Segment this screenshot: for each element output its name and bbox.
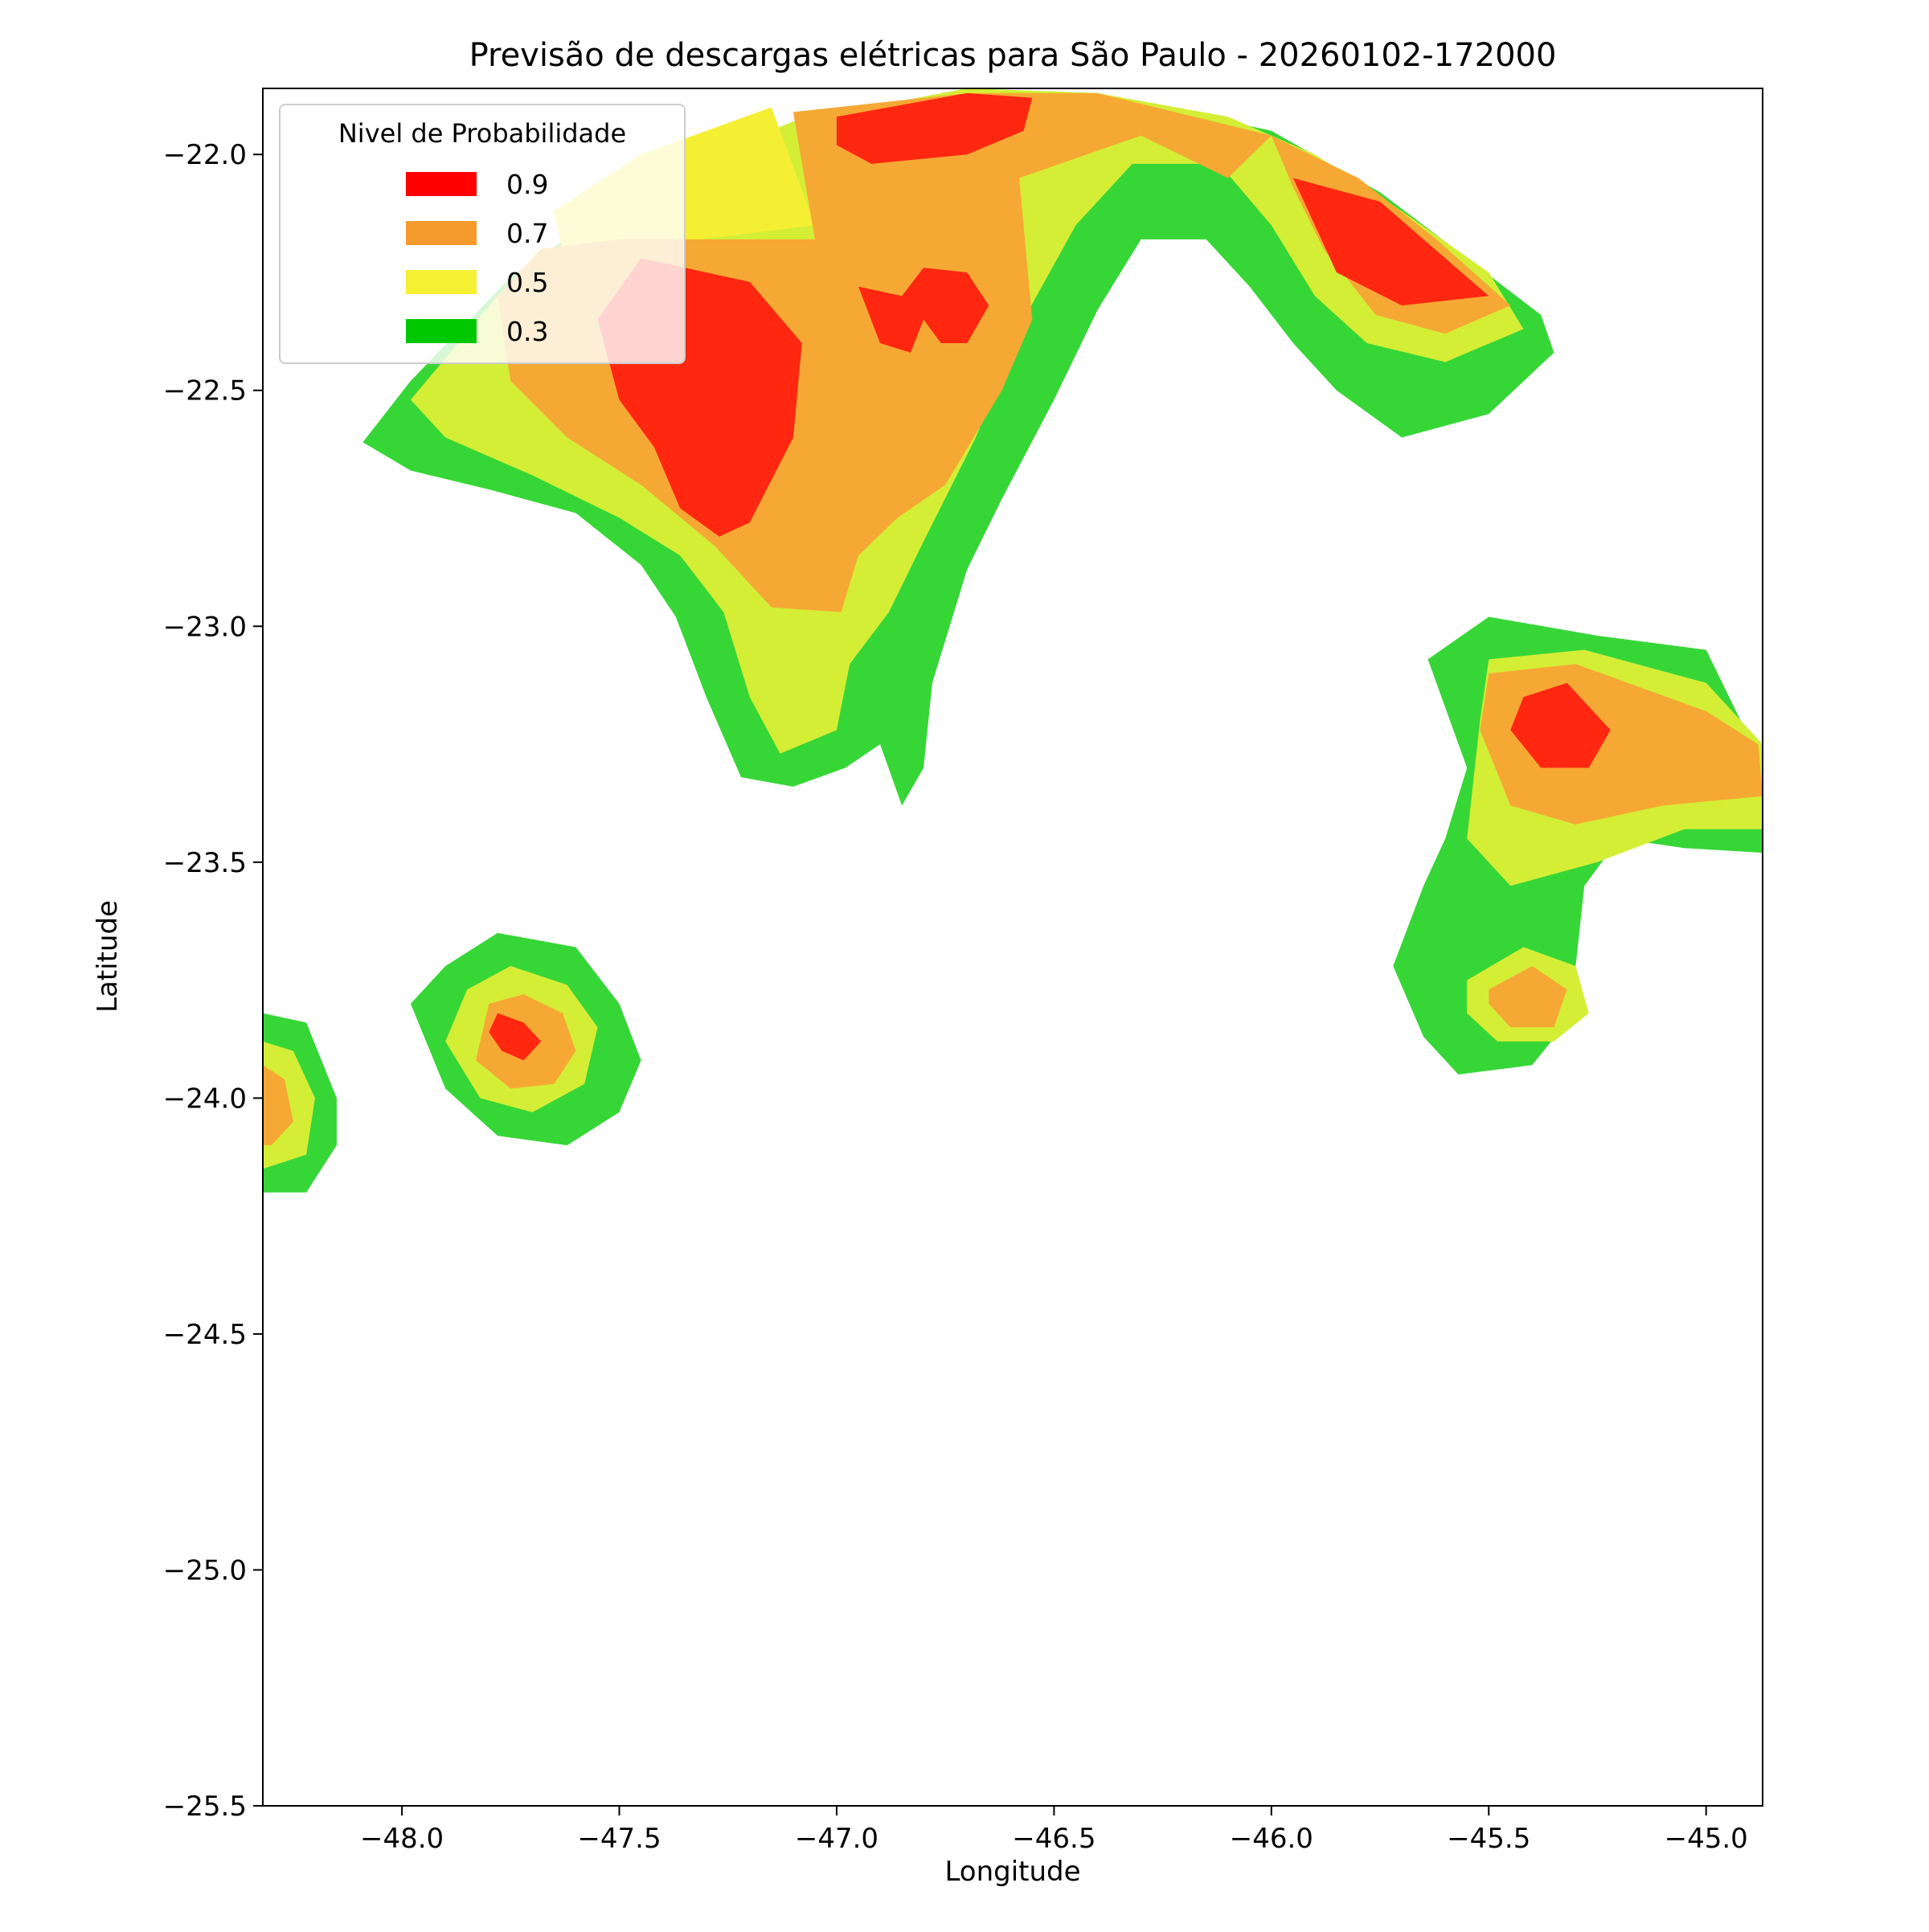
region-southwest-red <box>489 1013 542 1061</box>
region-east-red <box>1510 682 1611 768</box>
y-axis: −22.0 −22.5 −23.0 −23.5 −24.0 −24.5 −25.0 −25.5 <box>163 139 263 1823</box>
legend: Nivel de Probabilidade 0.9 0.7 0.5 0.3 <box>279 104 686 364</box>
y-tick-label: −22.0 <box>163 139 247 171</box>
y-tick-label: −25.5 <box>163 1791 247 1823</box>
legend-title: Nivel de Probabilidade <box>338 118 626 149</box>
y-tick-label: −24.0 <box>163 1083 247 1115</box>
x-tick-label: −46.5 <box>1012 1823 1096 1855</box>
x-tick-label: −45.0 <box>1665 1823 1748 1855</box>
x-tick-label: −46.0 <box>1230 1823 1313 1855</box>
x-axis-label: Longitude <box>944 1856 1080 1888</box>
x-tick-label: −48.0 <box>360 1823 444 1855</box>
region-north-red-top <box>836 92 1033 164</box>
legend-swatch <box>406 270 477 294</box>
x-tick-label: −47.5 <box>577 1823 661 1855</box>
region-north-red-east <box>1292 178 1489 306</box>
legend-swatch <box>406 172 477 196</box>
legend-entries: 0.9 0.7 0.5 0.3 <box>406 169 548 347</box>
legend-swatch <box>406 319 477 343</box>
y-tick-label: −23.0 <box>163 611 247 643</box>
legend-box <box>279 104 686 364</box>
plot-frame <box>262 88 1763 1807</box>
region-southeast-orange <box>1489 966 1567 1028</box>
y-tick-label: −22.5 <box>163 375 247 407</box>
region-west-edge-orange <box>263 1065 293 1146</box>
y-tick-label: −23.5 <box>163 847 247 879</box>
x-tick-label: −47.0 <box>795 1823 878 1855</box>
legend-label: 0.7 <box>506 218 548 249</box>
y-tick-label: −25.0 <box>163 1554 247 1586</box>
legend-swatch <box>406 221 477 245</box>
legend-label: 0.9 <box>506 169 548 200</box>
x-tick-label: −45.5 <box>1447 1823 1530 1855</box>
y-tick-label: −24.5 <box>163 1319 247 1351</box>
legend-label: 0.5 <box>506 267 548 298</box>
x-axis: −48.0 −47.5 −47.0 −46.5 −46.0 −45.5 −45.0 <box>360 1806 1748 1855</box>
chart-title: Previsão de descargas elétricas para São… <box>469 37 1557 74</box>
y-axis-label: Latitude <box>92 900 124 1013</box>
legend-label: 0.3 <box>506 316 548 347</box>
region-north-red-center <box>858 268 989 353</box>
